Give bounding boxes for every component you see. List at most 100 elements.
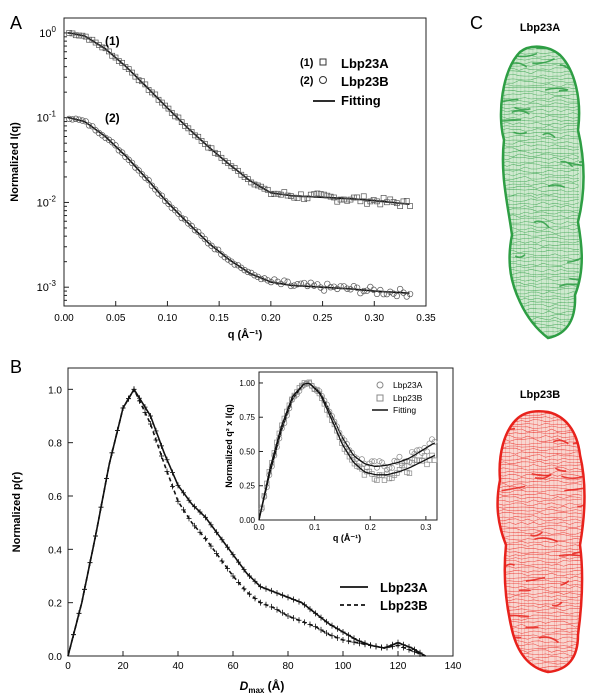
- surface-mesh-line: [500, 80, 580, 84]
- chart-a-point-lbp23b: [112, 142, 119, 149]
- chart-a-x-ticks: 0.00 0.05 0.10 0.15 0.20 0.25 0.30 0.35: [54, 301, 436, 324]
- surface-mesh-line: [500, 115, 580, 119]
- surface-ridge: [514, 106, 531, 111]
- chart-a-point-lbp23a: [307, 191, 314, 198]
- chart-a-point-lbp23b: [257, 275, 265, 283]
- surface-ridge: [560, 160, 574, 168]
- chart-a-point-lbp23b: [377, 286, 384, 294]
- inset-y-tick-label: 0.00: [239, 516, 255, 525]
- chart-a-point-lbp23a: [251, 181, 258, 188]
- surface-mesh-line: [497, 508, 582, 512]
- chart-a-point-lbp23a: [218, 154, 225, 161]
- chart-a-point-lbp23a: [66, 30, 73, 36]
- surface-mesh-line: [497, 553, 582, 557]
- chart-b-y-ticks: 0.0 0.2 0.4 0.6 0.8 1.0: [48, 385, 73, 663]
- surface-mesh-line: [500, 73, 580, 78]
- chart-a-point-lbp23a: [403, 198, 410, 204]
- surface-mesh-line: [497, 499, 582, 503]
- chart-a-point-lbp23a: [304, 195, 311, 202]
- chart-b-x-label-sub: max: [248, 686, 265, 693]
- chart-a-point-lbp23b: [214, 246, 222, 253]
- surface-mesh-line: [500, 185, 580, 190]
- chart-a-point-lbp23a: [235, 167, 241, 174]
- chart-a-point-lbp23a: [254, 182, 261, 189]
- chart-a-x-label: q (Å⁻¹): [228, 328, 263, 341]
- chart-a-point-lbp23b: [178, 214, 185, 222]
- chart-a-point-lbp23b: [363, 287, 371, 294]
- chart-a-point-lbp23a: [245, 176, 251, 182]
- inset-point-lbp23b: [319, 395, 325, 401]
- chart-a-point-lbp23a: [106, 48, 112, 55]
- surface-mesh-line: [500, 208, 580, 212]
- surface-mesh-line: [571, 411, 574, 672]
- surface-mesh-line: [497, 451, 582, 455]
- inset-fit-line-lbp23a: [258, 382, 436, 521]
- chart-a-point-lbp23a: [139, 78, 145, 85]
- chart-a-point-lbp23b: [188, 222, 195, 230]
- inset-point-lbp23a: [368, 458, 375, 465]
- lbp23b-surface-texture: [497, 411, 585, 672]
- chart-a-point-lbp23b: [118, 149, 126, 156]
- chart-a-point-lbp23b: [261, 275, 268, 282]
- surface-mesh-line: [500, 118, 580, 122]
- surface-ridge: [552, 439, 569, 445]
- chart-a-point-lbp23a: [317, 191, 324, 197]
- chart-a-point-lbp23a: [102, 45, 109, 52]
- chart-a-point-lbp23b: [281, 277, 288, 284]
- surface-ridge: [559, 283, 580, 288]
- chart-a-point-lbp23b: [393, 292, 400, 300]
- chart-a-legend: (1) Lbp23A (2) Lbp23B Fitting: [300, 56, 389, 108]
- chart-a-point-lbp23a: [168, 109, 175, 116]
- chart-a-y-tick-label: 100: [39, 25, 56, 40]
- inset-point-lbp23b: [279, 422, 285, 428]
- surface-mesh-line: [497, 486, 582, 490]
- surface-ridge: [532, 57, 555, 65]
- surface-ridge: [583, 127, 584, 132]
- surface-mesh-line: [560, 411, 562, 672]
- chart-b-legend: Lbp23A Lbp23B: [340, 580, 428, 613]
- surface-mesh-line: [500, 124, 580, 129]
- surface-ridge: [542, 132, 556, 139]
- chart-b-y-tick-label: 1.0: [48, 385, 62, 396]
- chart-a-point-lbp23b: [208, 242, 215, 249]
- chart-a-point-lbp23a: [208, 145, 215, 152]
- inset-x-tick-label: 0.1: [309, 523, 321, 532]
- chart-a-point-lbp23a: [129, 69, 135, 76]
- surface-mesh-line: [497, 438, 582, 442]
- surface-ridge: [564, 669, 579, 672]
- chart-a-point-lbp23b: [201, 235, 209, 243]
- surface-mesh-line: [497, 444, 582, 449]
- surface-mesh-line: [500, 144, 580, 148]
- surface-mesh-line: [497, 575, 582, 580]
- inset-legend-label-1: Lbp23A: [393, 380, 423, 390]
- lbp23b-surface-model: [496, 410, 586, 674]
- inset-legend-label-2: Lbp23B: [393, 393, 423, 403]
- chart-a-point-lbp23b: [191, 227, 199, 234]
- inset-point-lbp23b: [406, 470, 413, 476]
- surface-mesh-line: [540, 46, 542, 339]
- chart-a-point-lbp23a: [271, 190, 278, 197]
- chart-b-x-tick-label: 140: [445, 661, 462, 672]
- chart-a-point-lbp23b: [221, 254, 228, 261]
- surface-mesh-line: [497, 447, 582, 452]
- chart-a-point-lbp23a: [311, 191, 317, 197]
- chart-a-point-lbp23b: [304, 282, 311, 290]
- legend-a-square-marker: [319, 58, 327, 66]
- legend-a-label-1: Lbp23A: [341, 56, 389, 71]
- surface-mesh-line: [500, 179, 580, 183]
- chart-a-point-lbp23a: [162, 102, 169, 109]
- chart-b-frame: [67, 367, 454, 657]
- chart-a-point-lbp23a: [301, 196, 308, 203]
- chart-a-point-lbp23a: [221, 158, 228, 165]
- inset-x-tick-label: 0.2: [365, 523, 377, 532]
- chart-a-point-lbp23a: [407, 203, 413, 209]
- chart-a-point-lbp23a: [185, 125, 192, 132]
- inset-x-ticks: 0.0 0.1 0.2 0.3: [253, 516, 432, 532]
- chart-a-point-lbp23a: [248, 179, 255, 186]
- surface-mesh-line: [500, 195, 579, 199]
- chart-a-point-lbp23b: [82, 118, 89, 125]
- chart-a-y-ticks: 100 10-1 10-2 10-3: [37, 25, 69, 307]
- chart-a-point-lbp23b: [171, 207, 179, 214]
- inset-x-label: q (Å⁻¹): [333, 533, 361, 543]
- inset-point-lbp23b: [284, 408, 290, 415]
